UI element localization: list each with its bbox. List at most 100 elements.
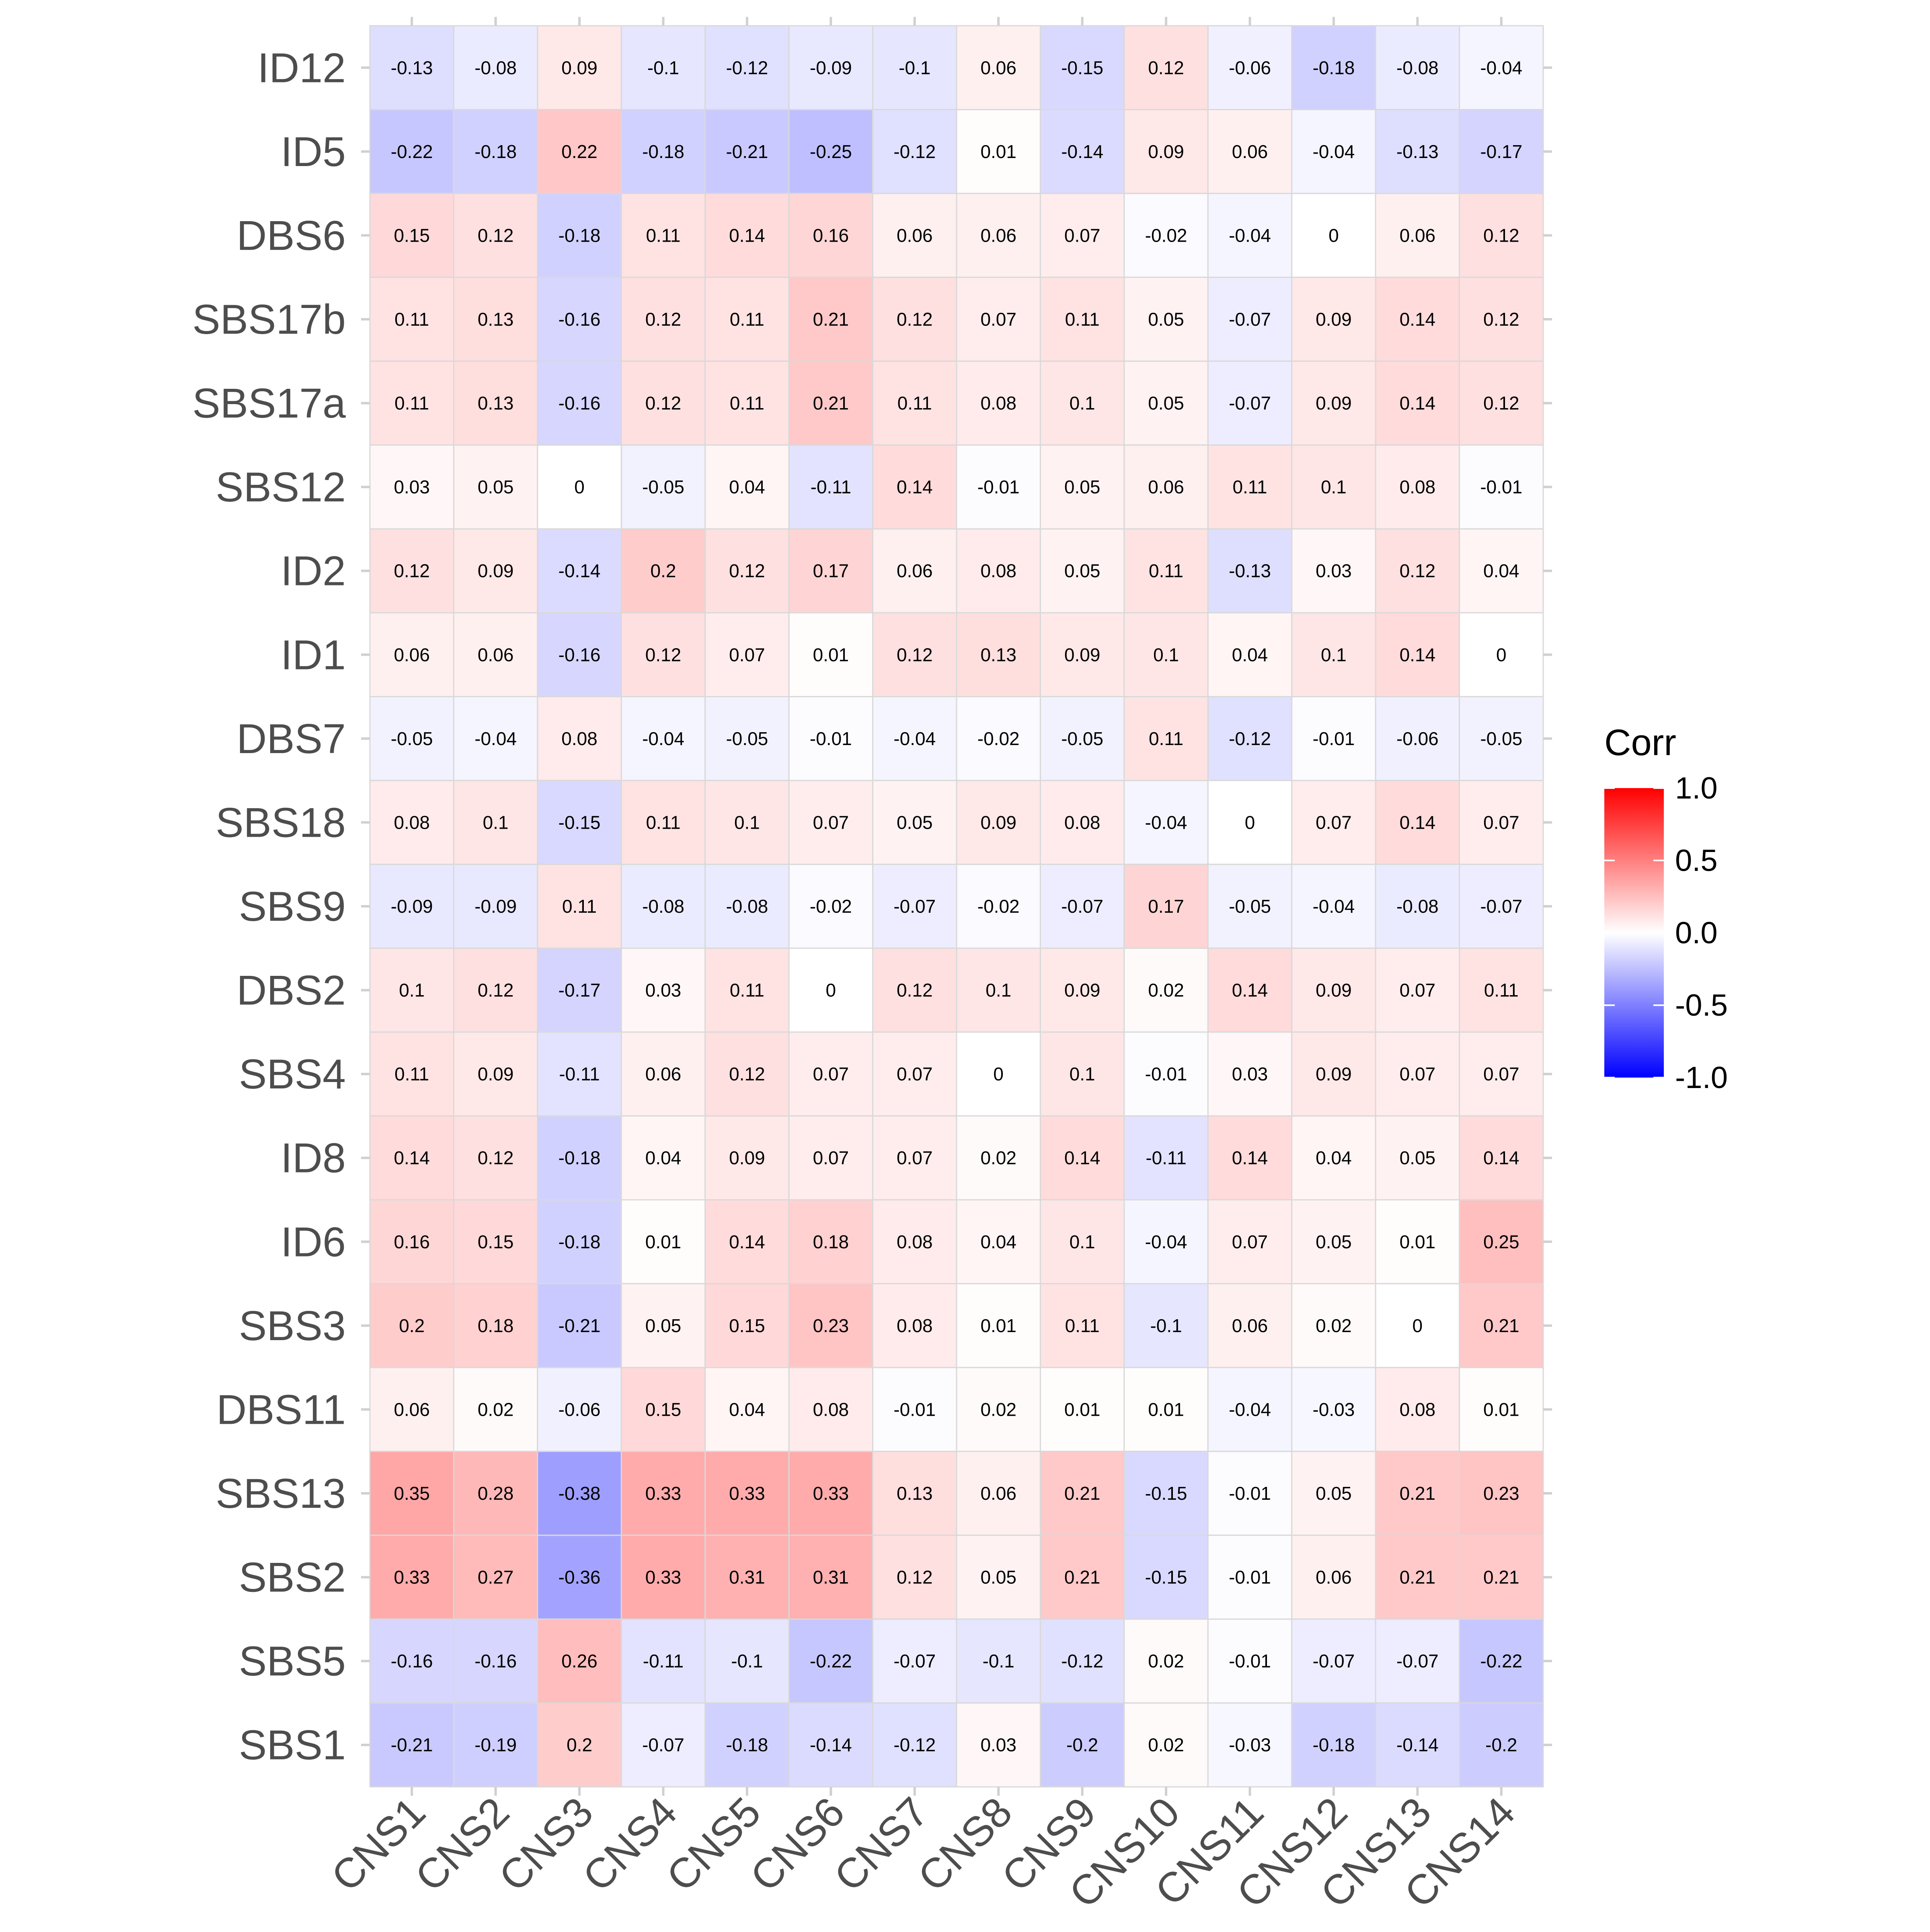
cell-value-label: 0.21 [1064,1483,1101,1504]
cell-value-label: -0.12 [1229,728,1271,749]
cell-value-label: -0.12 [1061,1651,1103,1671]
cell-value-label: 0.09 [1148,141,1184,162]
heatmap-cell [1123,360,1209,446]
cell-value-label: 0.07 [813,1148,849,1168]
heatmap-cell [369,277,454,362]
cell-value-label: 0.05 [897,812,933,833]
cell-value-label: 0.12 [478,225,514,246]
y-tick-label: ID12 [257,45,346,91]
cell-value-label: 0.12 [1400,561,1436,581]
cell-value-label: 0.14 [1064,1148,1101,1168]
cell-value-label: 0.11 [730,393,764,414]
cell-value-label: 0.33 [813,1483,849,1504]
cell-value-label: 0.05 [1064,476,1101,497]
cell-value-label: 0.21 [1064,1567,1101,1588]
cell-value-label: -0.1 [983,1651,1014,1671]
x-tick-label: CNS8 [909,1788,1021,1900]
heatmap-cell [1375,1283,1460,1368]
cell-value-label: 0.23 [1483,1483,1519,1504]
cell-value-label: -0.15 [1145,1483,1187,1504]
cell-value-label: 0.01 [1148,1399,1184,1420]
cell-value-label: 0.02 [1316,1315,1352,1336]
heatmap-cell [1291,1199,1376,1285]
heatmap-cell [704,109,790,194]
heatmap-cell [872,1031,957,1117]
cell-value-label: 0.11 [730,309,764,330]
x-tick-label: CNS4 [574,1788,686,1900]
cell-value-label: 0.04 [645,1148,682,1168]
heatmap-cell [1123,1283,1209,1368]
cell-value-label: 0.11 [1065,309,1100,330]
cell-value-label: 0.33 [729,1483,765,1504]
heatmap-cell [1039,1534,1125,1620]
cell-value-label: 0.12 [897,644,933,665]
heatmap-cell [1039,696,1125,781]
cell-value-label: 0.05 [1064,561,1101,581]
heatmap-cell [537,1283,622,1368]
cell-value-label: 0.05 [1148,393,1184,414]
cell-value-label: 0.12 [478,980,514,1001]
heatmap-cell [369,780,454,865]
cell-value-label: 0.1 [1153,644,1179,665]
heatmap-cell [1291,193,1376,278]
cell-value-label: 0.05 [1400,1148,1436,1168]
heatmap-cell [1291,1618,1376,1704]
heatmap-cell [1375,1534,1460,1620]
heatmap-cell [1039,947,1125,1033]
cell-value-label: 0.25 [1483,1231,1519,1252]
cell-value-label: 0.11 [1484,980,1519,1001]
heatmap-cell [704,277,790,362]
heatmap-cell [1375,109,1460,194]
heatmap-cell [704,1367,790,1452]
cell-value-label: 0 [1245,812,1255,833]
cell-value-label: -0.03 [1312,1399,1355,1420]
heatmap-cell [537,696,622,781]
heatmap-cell [620,1031,706,1117]
y-tick-label: DBS6 [236,212,346,259]
heatmap-cell [956,947,1041,1033]
cell-value-label: 0.13 [897,1483,933,1504]
heatmap-cell [1207,444,1293,530]
cell-value-label: 0.07 [1483,1064,1519,1084]
cell-value-label: 0.06 [394,1399,430,1420]
cell-value-label: -0.11 [1146,1148,1186,1168]
heatmap-cell [537,444,622,530]
heatmap-cell [1123,25,1209,111]
heatmap-cell [1207,1451,1293,1536]
cell-value-label: -0.18 [1312,1735,1355,1755]
cell-value-label: 0.04 [729,1399,765,1420]
cell-value-label: -0.13 [1229,561,1271,581]
cell-value-label: 0.26 [561,1651,597,1671]
heatmap-cell [788,1367,874,1452]
heatmap-cell [620,947,706,1033]
heatmap-cell [872,612,957,698]
cell-value-label: 0.05 [645,1315,682,1336]
cell-value-label: 0.27 [478,1567,514,1588]
cell-value-label: -0.36 [558,1567,601,1588]
cell-value-label: 0.11 [1149,728,1183,749]
heatmap-cell [1459,1199,1544,1285]
heatmap-cell [1039,1283,1125,1368]
cell-value-label: 0.07 [813,1064,849,1084]
cell-value-label: -0.18 [1312,57,1355,78]
heatmap-cell [1291,277,1376,362]
heatmap-cell [788,612,874,698]
heatmap-cell [956,193,1041,278]
heatmap-cell [1291,696,1376,781]
heatmap-cell [369,947,454,1033]
cell-value-label: 0.2 [567,1735,592,1755]
heatmap-cell [369,1367,454,1452]
heatmap-cell [537,277,622,362]
cell-value-label: 0.06 [645,1064,682,1084]
heatmap-cell [872,444,957,530]
heatmap-cell [788,444,874,530]
y-tick-label: SBS1 [239,1722,346,1769]
heatmap-cell [788,1534,874,1620]
cell-value-label: 0.06 [980,57,1016,78]
cell-value-label: -0.05 [726,728,768,749]
cell-value-label: -0.04 [1145,1231,1187,1252]
heatmap-cell [620,1367,706,1452]
cell-value-label: 0.03 [645,980,682,1001]
cell-value-label: 0.09 [478,1064,514,1084]
